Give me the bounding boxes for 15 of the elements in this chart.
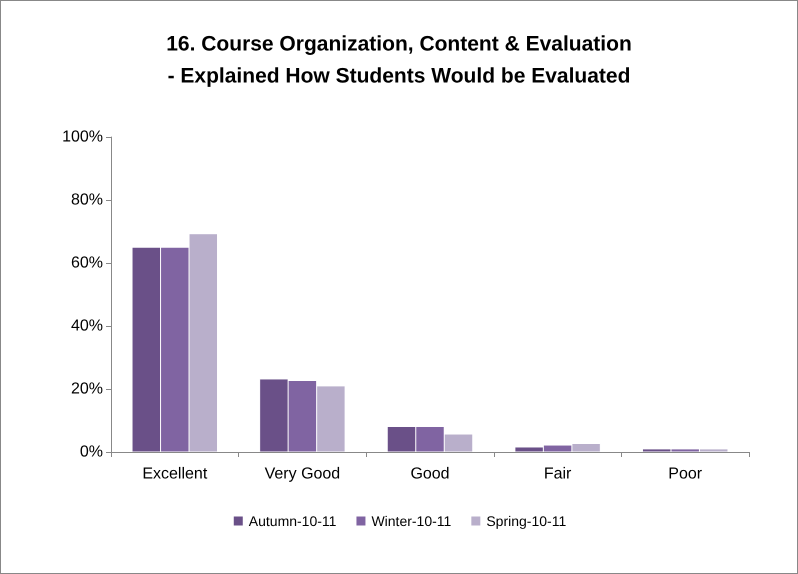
y-tick-label: 100% [62, 128, 103, 146]
y-tick-label: 0% [80, 444, 103, 460]
x-tick-label: Poor [668, 466, 703, 482]
y-tick-label: 40% [70, 318, 103, 334]
y-tick-label: 60% [70, 254, 103, 272]
x-tick-label: Very Good [264, 466, 340, 482]
y-tick-label: 20% [70, 380, 103, 398]
legend-label: Spring-10-11 [486, 513, 566, 529]
x-tick-label: Excellent [142, 466, 208, 482]
legend-label: Autumn-10-11 [248, 513, 337, 529]
x-tick-label: Good [410, 466, 450, 482]
chart-title: 16. Course Organization, Content & Evaluation - Explained How Students Would be Evaluated [166, 32, 632, 88]
y-tick-label: 80% [70, 192, 103, 208]
x-tick-label: Fair [544, 466, 572, 482]
legend-label: Winter-10-11 [371, 513, 452, 529]
